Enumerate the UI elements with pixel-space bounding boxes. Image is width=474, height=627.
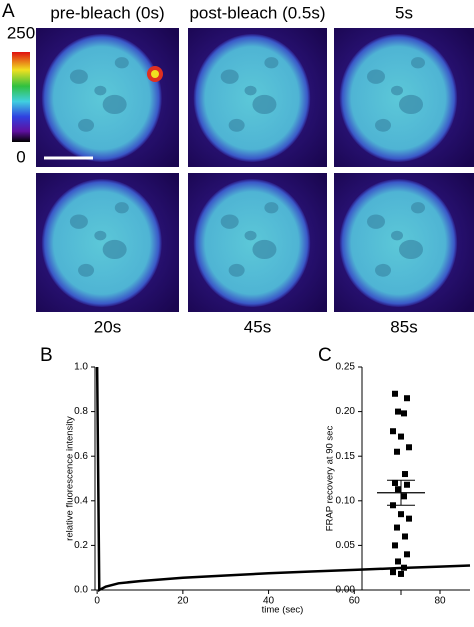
- data-point: [401, 410, 407, 417]
- panel-label: C: [318, 345, 332, 366]
- y-axis-title: relative fluorescence intensity: [65, 416, 76, 541]
- data-point: [392, 542, 398, 549]
- chromatin-spot: [220, 69, 239, 84]
- y-axis-title: FRAP recovery at 90 sec: [325, 426, 336, 532]
- y-tick-label: 0.05: [336, 540, 356, 551]
- colorbar: [12, 52, 30, 142]
- chromatin-spot: [244, 85, 257, 96]
- time-label: 45s: [244, 317, 271, 336]
- chromatin-spot: [367, 69, 385, 84]
- chromatin-spot: [399, 239, 423, 260]
- micrographs: [36, 28, 474, 312]
- y-tick-label: 0.8: [74, 406, 88, 417]
- chromatin-spot: [252, 94, 277, 115]
- data-point: [406, 444, 412, 451]
- data-point: [395, 486, 401, 493]
- chromatin-spot: [244, 230, 257, 241]
- chromatin-spot: [78, 263, 95, 277]
- data-line: [95, 366, 471, 593]
- x-tick-label: 20: [177, 596, 189, 607]
- chromatin-spot: [114, 57, 129, 69]
- chromatin-spot: [399, 94, 423, 115]
- chromatin-spot: [391, 85, 403, 96]
- nucleus: [339, 179, 458, 307]
- chromatin-spot: [264, 57, 279, 69]
- y-tick-label: 0.20: [336, 406, 356, 417]
- time-label: 20s: [94, 317, 121, 336]
- data-point: [402, 533, 408, 540]
- time-label: post-bleach (0.5s): [189, 3, 325, 22]
- x-tick-label: 80: [434, 596, 446, 607]
- bleach-core: [151, 70, 159, 78]
- y-tick-label: 0.2: [74, 540, 88, 551]
- time-label: pre-bleach (0s): [50, 3, 164, 22]
- data-point: [402, 471, 408, 478]
- data-point: [392, 390, 398, 397]
- y-tick-label: 0.00: [336, 585, 356, 596]
- chromatin-spot: [69, 214, 88, 229]
- data-point: [401, 564, 407, 571]
- panel-label: B: [40, 345, 53, 366]
- chromatin-spot: [411, 202, 425, 214]
- x-tick-label: 60: [349, 596, 361, 607]
- chromatin-spot: [391, 230, 403, 241]
- chromatin-spot: [228, 118, 245, 132]
- colorbar-max: 250: [7, 23, 35, 42]
- nucleus: [41, 34, 162, 162]
- chromatin-spot: [94, 230, 107, 241]
- y-tick-label: 1.0: [74, 362, 88, 373]
- data-point: [394, 524, 400, 531]
- chromatin-spot: [102, 239, 127, 260]
- chromatin-spot: [69, 69, 88, 84]
- nucleus: [339, 34, 458, 162]
- chromatin-spot: [78, 118, 95, 132]
- nucleus: [193, 34, 311, 162]
- x-tick-label: 40: [263, 596, 275, 607]
- chromatin-spot: [367, 214, 385, 229]
- data-point: [404, 551, 410, 558]
- panel-label: A: [2, 1, 15, 22]
- data-point: [404, 481, 410, 488]
- x-axis-title: time (sec): [262, 605, 304, 616]
- y-tick-label: 0.6: [74, 451, 88, 462]
- data-point: [394, 448, 400, 455]
- data-point: [406, 515, 412, 522]
- data-point: [392, 479, 398, 486]
- nucleus: [193, 179, 311, 307]
- chromatin-spot: [102, 94, 127, 115]
- chromatin-spot: [220, 214, 239, 229]
- chromatin-spot: [375, 118, 391, 132]
- x-tick-label: 0: [94, 596, 100, 607]
- y-tick-label: 0.15: [336, 451, 356, 462]
- colorbar-min: 0: [16, 147, 25, 166]
- data-point: [398, 570, 404, 577]
- data-point: [395, 408, 401, 415]
- chromatin-spot: [228, 263, 245, 277]
- chromatin-spot: [375, 263, 391, 277]
- chromatin-spot: [252, 239, 277, 260]
- data-point: [390, 428, 396, 435]
- data-point: [404, 395, 410, 402]
- nucleus: [41, 179, 162, 307]
- y-tick-label: 0.4: [74, 495, 88, 506]
- chromatin-spot: [411, 57, 425, 69]
- chromatin-spot: [264, 202, 279, 214]
- data-point: [390, 569, 396, 576]
- data-point: [398, 511, 404, 518]
- data-point: [398, 433, 404, 440]
- y-tick-label: 0.0: [74, 585, 88, 596]
- time-label: 85s: [390, 317, 417, 336]
- chromatin-spot: [94, 85, 107, 96]
- y-tick-label: 0.25: [336, 362, 356, 373]
- y-tick-label: 0.10: [336, 495, 356, 506]
- data-point: [395, 558, 401, 565]
- time-label: 5s: [395, 3, 413, 22]
- chromatin-spot: [114, 202, 129, 214]
- data-point: [401, 493, 407, 500]
